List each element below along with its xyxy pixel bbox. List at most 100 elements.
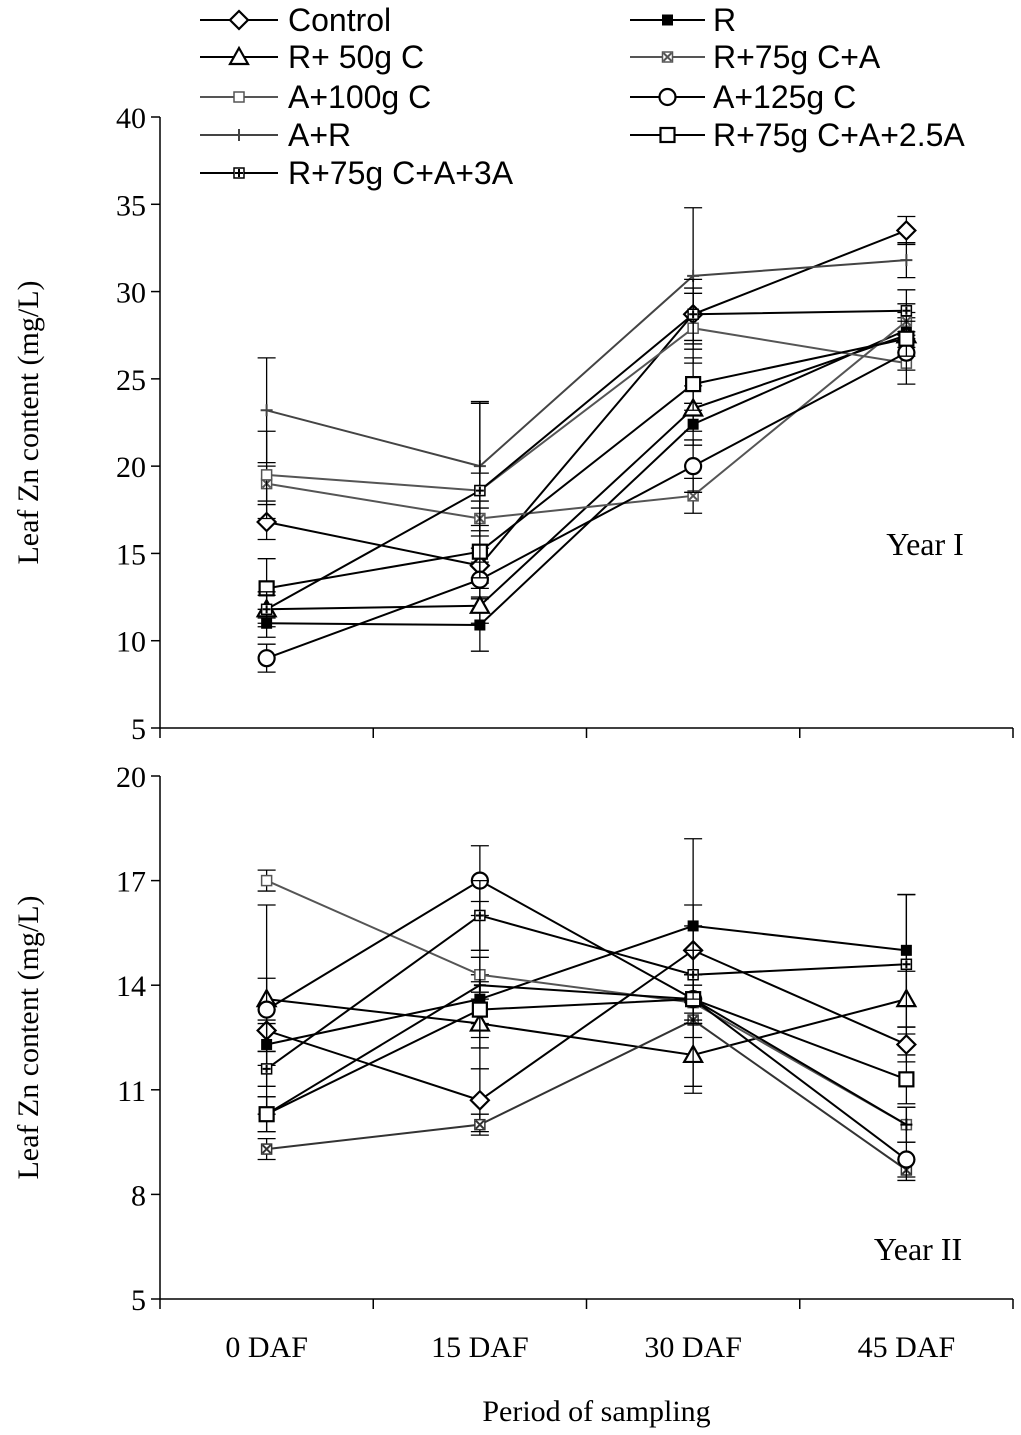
marker-shape <box>898 1071 915 1088</box>
marker-shape <box>257 649 276 668</box>
marker-shape <box>260 404 273 417</box>
series-r-75g-c-a-2-5a <box>257 974 916 1133</box>
data-point <box>260 469 273 481</box>
series-line <box>266 309 907 611</box>
legend-label: R+75g C+A+3A <box>288 155 514 191</box>
x-tick-label: 30 DAF <box>644 1331 742 1364</box>
panel-label: Year II <box>874 1231 962 1267</box>
legend-marker <box>658 87 677 107</box>
data-point <box>895 219 917 242</box>
marker-shape <box>260 469 273 481</box>
y-tick-label: 8 <box>131 1179 146 1212</box>
y-tick-label: 20 <box>116 761 146 794</box>
data-point <box>895 1033 917 1056</box>
marker-shape <box>658 87 677 107</box>
marker-shape <box>895 219 917 242</box>
legend-entry-r: R <box>630 2 736 38</box>
series-line <box>266 998 907 1116</box>
legend-label: R+ 50g C <box>288 39 424 75</box>
series-line <box>266 337 907 590</box>
series-line <box>266 924 907 1046</box>
data-point <box>687 968 699 981</box>
legend-entry-r-75g-c-a: R+75g C+A <box>630 39 881 75</box>
marker-shape <box>235 169 243 177</box>
legend-marker <box>233 167 245 179</box>
data-point <box>260 404 273 417</box>
data-point <box>471 1001 488 1018</box>
series-r <box>257 838 916 1067</box>
series-line <box>266 329 907 627</box>
data-point <box>897 1150 916 1169</box>
data-point <box>900 305 913 317</box>
legend-label: R <box>713 2 736 38</box>
marker-shape <box>688 491 698 501</box>
series-line <box>266 229 907 567</box>
legend-marker <box>228 45 250 66</box>
series-r-75g-c-a-3a <box>257 879 916 1087</box>
legend-marker <box>228 9 250 31</box>
marker-shape <box>900 254 913 267</box>
marker-shape <box>475 911 484 920</box>
y-tick-label: 15 <box>116 538 146 571</box>
series-line <box>266 259 907 468</box>
series-a-100g-c <box>257 292 916 520</box>
legend-entry-r-75g-c-a-3a: R+75g C+A+3A <box>200 155 514 191</box>
marker-shape <box>662 14 673 26</box>
marker-shape <box>260 874 273 887</box>
marker-shape <box>662 52 673 62</box>
y-tick-label: 10 <box>116 626 146 659</box>
data-point <box>468 594 491 614</box>
series-line <box>266 351 907 660</box>
legend-marker <box>661 51 674 63</box>
marker-shape <box>471 1001 488 1018</box>
data-point <box>257 649 276 668</box>
legend-entry-a-125g-c: A+125g C <box>630 79 856 115</box>
marker-shape <box>689 970 698 979</box>
series-line <box>266 879 907 1161</box>
data-point <box>474 909 486 922</box>
legend-entry-control: Control <box>200 2 391 38</box>
series-a-125g-c <box>257 334 916 673</box>
legend-label: Control <box>288 2 391 38</box>
legend-label: R+75g C+A <box>713 39 881 75</box>
legend-marker <box>662 14 673 26</box>
data-point <box>898 330 915 347</box>
series-r-75g-c-a-3a <box>257 278 916 628</box>
marker-shape <box>257 1000 276 1019</box>
legend-label: A+R <box>288 117 351 153</box>
y-tick-label: 11 <box>117 1075 146 1108</box>
marker-shape <box>233 129 245 141</box>
x-tick-label: 0 DAF <box>225 1331 308 1364</box>
marker-shape <box>897 1150 916 1169</box>
data-point <box>900 958 913 971</box>
series-line <box>266 879 907 1126</box>
y-tick-label: 14 <box>116 970 146 1003</box>
series-line <box>266 334 907 611</box>
data-point <box>900 254 913 267</box>
series-a-100g-c <box>257 869 916 1143</box>
marker-shape <box>468 594 491 614</box>
marker-shape <box>684 457 703 476</box>
y-tick-label: 25 <box>116 364 146 397</box>
marker-shape <box>659 126 676 144</box>
legend-label: R+75g C+A+2.5A <box>713 117 965 153</box>
marker-shape <box>685 375 702 393</box>
marker-shape <box>228 9 250 31</box>
y-axis-label: Leaf Zn content (mg/L) <box>12 895 45 1179</box>
x-tick-label: 15 DAF <box>431 1331 529 1364</box>
y-tick-label: 40 <box>116 102 146 135</box>
y-tick-label: 5 <box>131 713 146 746</box>
legend-marker <box>233 129 245 141</box>
marker-shape <box>469 1089 491 1111</box>
data-point <box>260 603 273 616</box>
series-line <box>266 327 907 492</box>
legend-label: A+125g C <box>713 79 856 115</box>
data-point <box>684 457 703 476</box>
marker-shape <box>898 330 915 347</box>
y-tick-label: 30 <box>116 277 146 310</box>
series-line <box>266 914 907 1070</box>
marker-shape <box>262 1064 271 1073</box>
chart-panel-year-2: 5 8 11 14 17 20 Leaf Zn content (mg/L) Year II 0… <box>12 761 1014 1428</box>
legend-entry-r-75g-c-a-2-5a: R+75g C+A+2.5A <box>630 117 965 153</box>
marker-shape <box>902 306 911 315</box>
